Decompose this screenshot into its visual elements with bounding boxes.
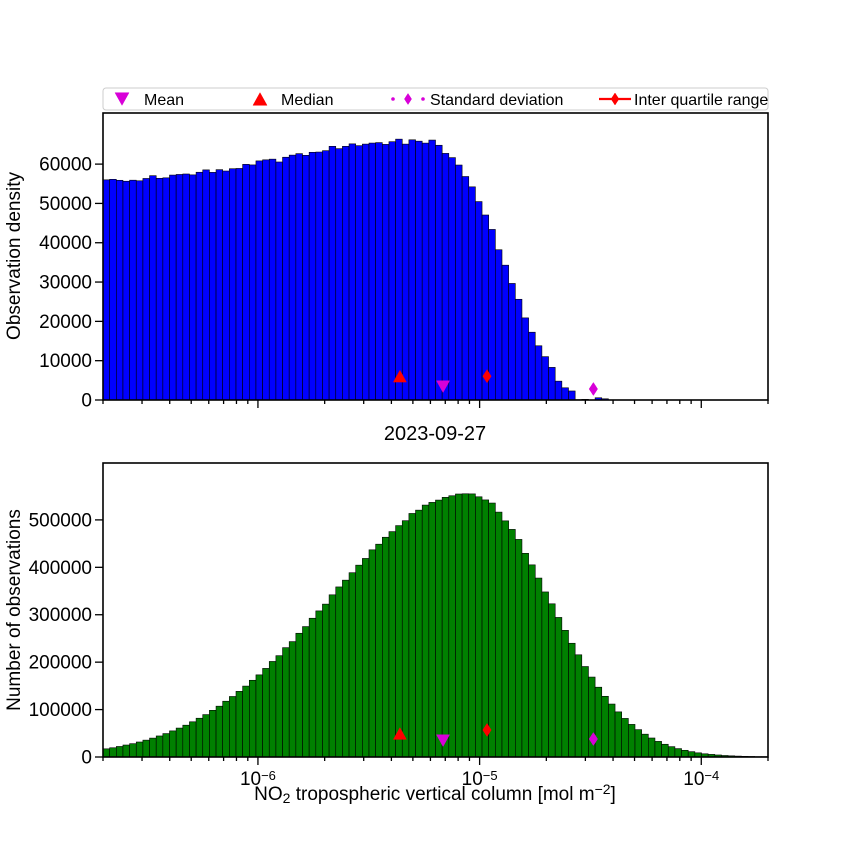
svg-text:2023-09-27: 2023-09-27 bbox=[384, 423, 486, 445]
svg-text:0: 0 bbox=[81, 391, 92, 412]
svg-text:Observation density: Observation density bbox=[4, 172, 25, 340]
svg-text:0: 0 bbox=[81, 748, 92, 769]
svg-text:Median: Median bbox=[281, 92, 333, 109]
svg-text:300000: 300000 bbox=[29, 605, 92, 626]
svg-text:20000: 20000 bbox=[39, 312, 92, 333]
svg-text:Mean: Mean bbox=[144, 92, 184, 109]
svg-text:60000: 60000 bbox=[39, 155, 92, 176]
svg-text:200000: 200000 bbox=[29, 653, 92, 674]
svg-text:100000: 100000 bbox=[29, 700, 92, 721]
svg-text:Standard deviation: Standard deviation bbox=[430, 92, 563, 109]
svg-text:30000: 30000 bbox=[39, 273, 92, 294]
svg-text:NO2 tropospheric vertical colu: NO2 tropospheric vertical column [mol m−… bbox=[254, 781, 616, 805]
svg-text:50000: 50000 bbox=[39, 194, 92, 215]
svg-text:10000: 10000 bbox=[39, 351, 92, 372]
svg-text:40000: 40000 bbox=[39, 233, 92, 254]
svg-text:400000: 400000 bbox=[29, 558, 92, 579]
svg-text:Number of observations: Number of observations bbox=[4, 509, 25, 711]
svg-text:500000: 500000 bbox=[29, 510, 92, 531]
svg-text:Inter quartile range: Inter quartile range bbox=[634, 92, 768, 109]
